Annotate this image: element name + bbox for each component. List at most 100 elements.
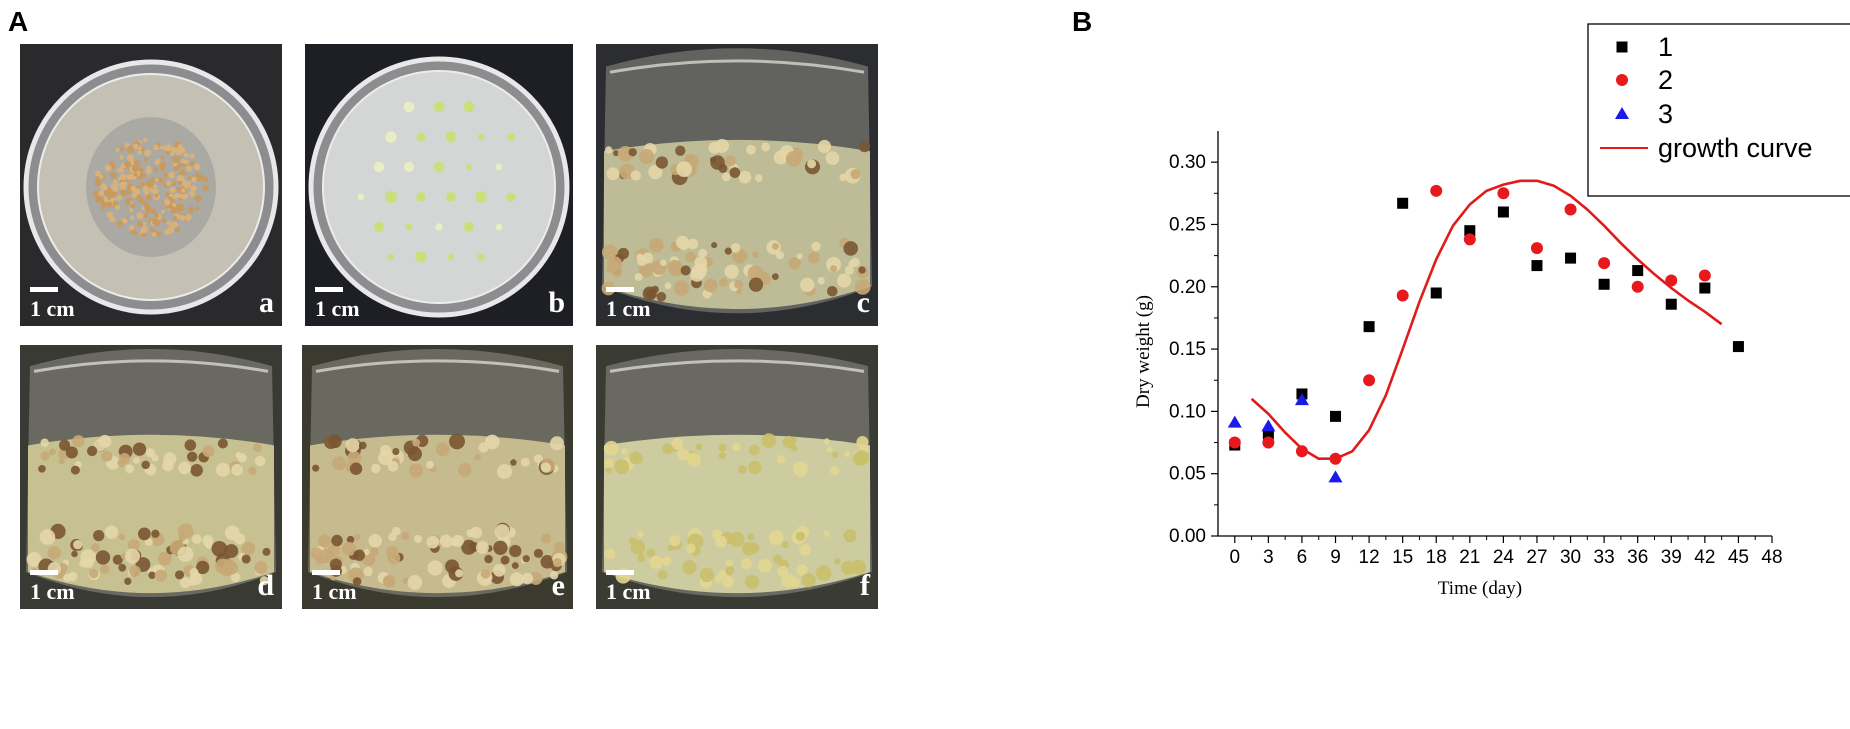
callus-clump: [708, 141, 721, 154]
callus-clump: [718, 452, 726, 460]
callus-clump: [669, 535, 681, 547]
callus-grain: [111, 181, 119, 189]
callus-grain: [122, 190, 128, 196]
callus-clump: [484, 434, 500, 450]
callus-clump: [435, 442, 450, 457]
callus-grain: [131, 164, 140, 172]
legend-label-3: 3: [1658, 99, 1673, 129]
callus-clump: [493, 540, 508, 555]
callus-grain: [203, 185, 210, 192]
x-tick-label: 27: [1526, 547, 1547, 568]
callus-clump: [636, 530, 644, 538]
callus-clump: [215, 462, 230, 477]
scale-bar: [606, 570, 634, 575]
callus-clump: [129, 565, 141, 577]
x-tick-label: 21: [1459, 547, 1480, 568]
callus-grain: [119, 173, 127, 181]
callus-clump: [148, 571, 156, 579]
callus-grain: [136, 212, 144, 220]
data-point-series-1: [1262, 428, 1274, 440]
callus-clump: [112, 554, 123, 565]
data-point-series-1: [1699, 282, 1711, 294]
callus-clump: [457, 462, 472, 477]
callus-clump: [427, 560, 443, 576]
callus-clump: [832, 451, 839, 458]
callus-grain: [164, 144, 172, 152]
callus-clump: [553, 541, 565, 552]
callus-grain: [185, 214, 192, 221]
callus-clump: [755, 174, 763, 182]
callus-clump: [90, 543, 100, 552]
callus-grain: [191, 176, 197, 183]
data-point-series-2: [1564, 203, 1577, 216]
callus-clump: [132, 442, 147, 456]
callus-clump: [664, 282, 672, 290]
callus-clump: [363, 566, 373, 577]
callus-clump: [352, 577, 362, 586]
legend-label-1: 1: [1658, 32, 1673, 62]
callus-clump: [540, 533, 552, 544]
callus-dot: [387, 253, 395, 261]
callus-clump: [118, 533, 125, 541]
callus-clump: [49, 448, 56, 456]
jar-rim-highlight: [33, 359, 269, 373]
callus-grain: [137, 221, 144, 228]
callus-clump: [26, 551, 42, 567]
callus-clump: [401, 531, 410, 540]
callus-clump: [520, 457, 530, 467]
callus-clump: [223, 558, 235, 570]
callus-clump: [671, 438, 684, 450]
callus-clump: [353, 549, 365, 561]
callus-grain: [107, 187, 112, 192]
callus-grain: [179, 215, 186, 221]
callus-clump: [151, 529, 160, 538]
scale-bar: [30, 287, 58, 292]
jar-rim-highlight: [315, 359, 560, 373]
callus-grain: [159, 161, 167, 169]
callus-clump: [642, 252, 654, 264]
callus-clump: [729, 531, 745, 548]
data-point-series-2: [1329, 452, 1342, 465]
scale-label: 1 cm: [315, 296, 360, 321]
callus-clump: [823, 530, 830, 538]
callus-grain: [131, 192, 138, 198]
callus-clump: [747, 265, 764, 282]
callus-clump: [549, 570, 559, 580]
callus-clump: [145, 447, 155, 458]
callus-grain: [138, 197, 145, 204]
callus-clump: [781, 541, 789, 549]
callus-grain: [165, 192, 170, 197]
callus-clump: [844, 450, 851, 458]
callus-clump: [331, 534, 343, 547]
callus-clump: [660, 259, 667, 267]
callus-clump: [817, 276, 825, 285]
callus-clump: [675, 145, 686, 156]
photo-letter-f: f: [860, 569, 870, 602]
callus-grain: [179, 169, 186, 177]
callus-clump: [470, 526, 483, 539]
data-point-series-3: [1227, 415, 1242, 428]
callus-clump: [807, 251, 820, 264]
callus-clump: [673, 280, 690, 296]
callus-clump: [851, 559, 867, 575]
callus-clump: [799, 544, 812, 556]
callus-clump: [747, 533, 755, 541]
panel-label-a: A: [8, 6, 29, 37]
scale-label: 1 cm: [30, 579, 75, 604]
callus-grain: [120, 146, 125, 152]
callus-clump: [511, 562, 519, 570]
callus-clump: [732, 442, 741, 452]
callus-clump: [241, 541, 256, 556]
callus-grain: [172, 156, 179, 164]
callus-clump: [231, 463, 244, 476]
callus-grain: [143, 138, 148, 143]
callus-clump: [494, 524, 510, 540]
callus-grain: [145, 167, 153, 175]
callus-clump: [722, 575, 735, 588]
callus-clump: [830, 265, 838, 273]
callus-clump: [211, 540, 228, 557]
callus-clump: [347, 451, 362, 466]
callus-grain: [110, 197, 115, 202]
callus-clump: [636, 253, 644, 261]
callus-clump: [856, 436, 869, 449]
